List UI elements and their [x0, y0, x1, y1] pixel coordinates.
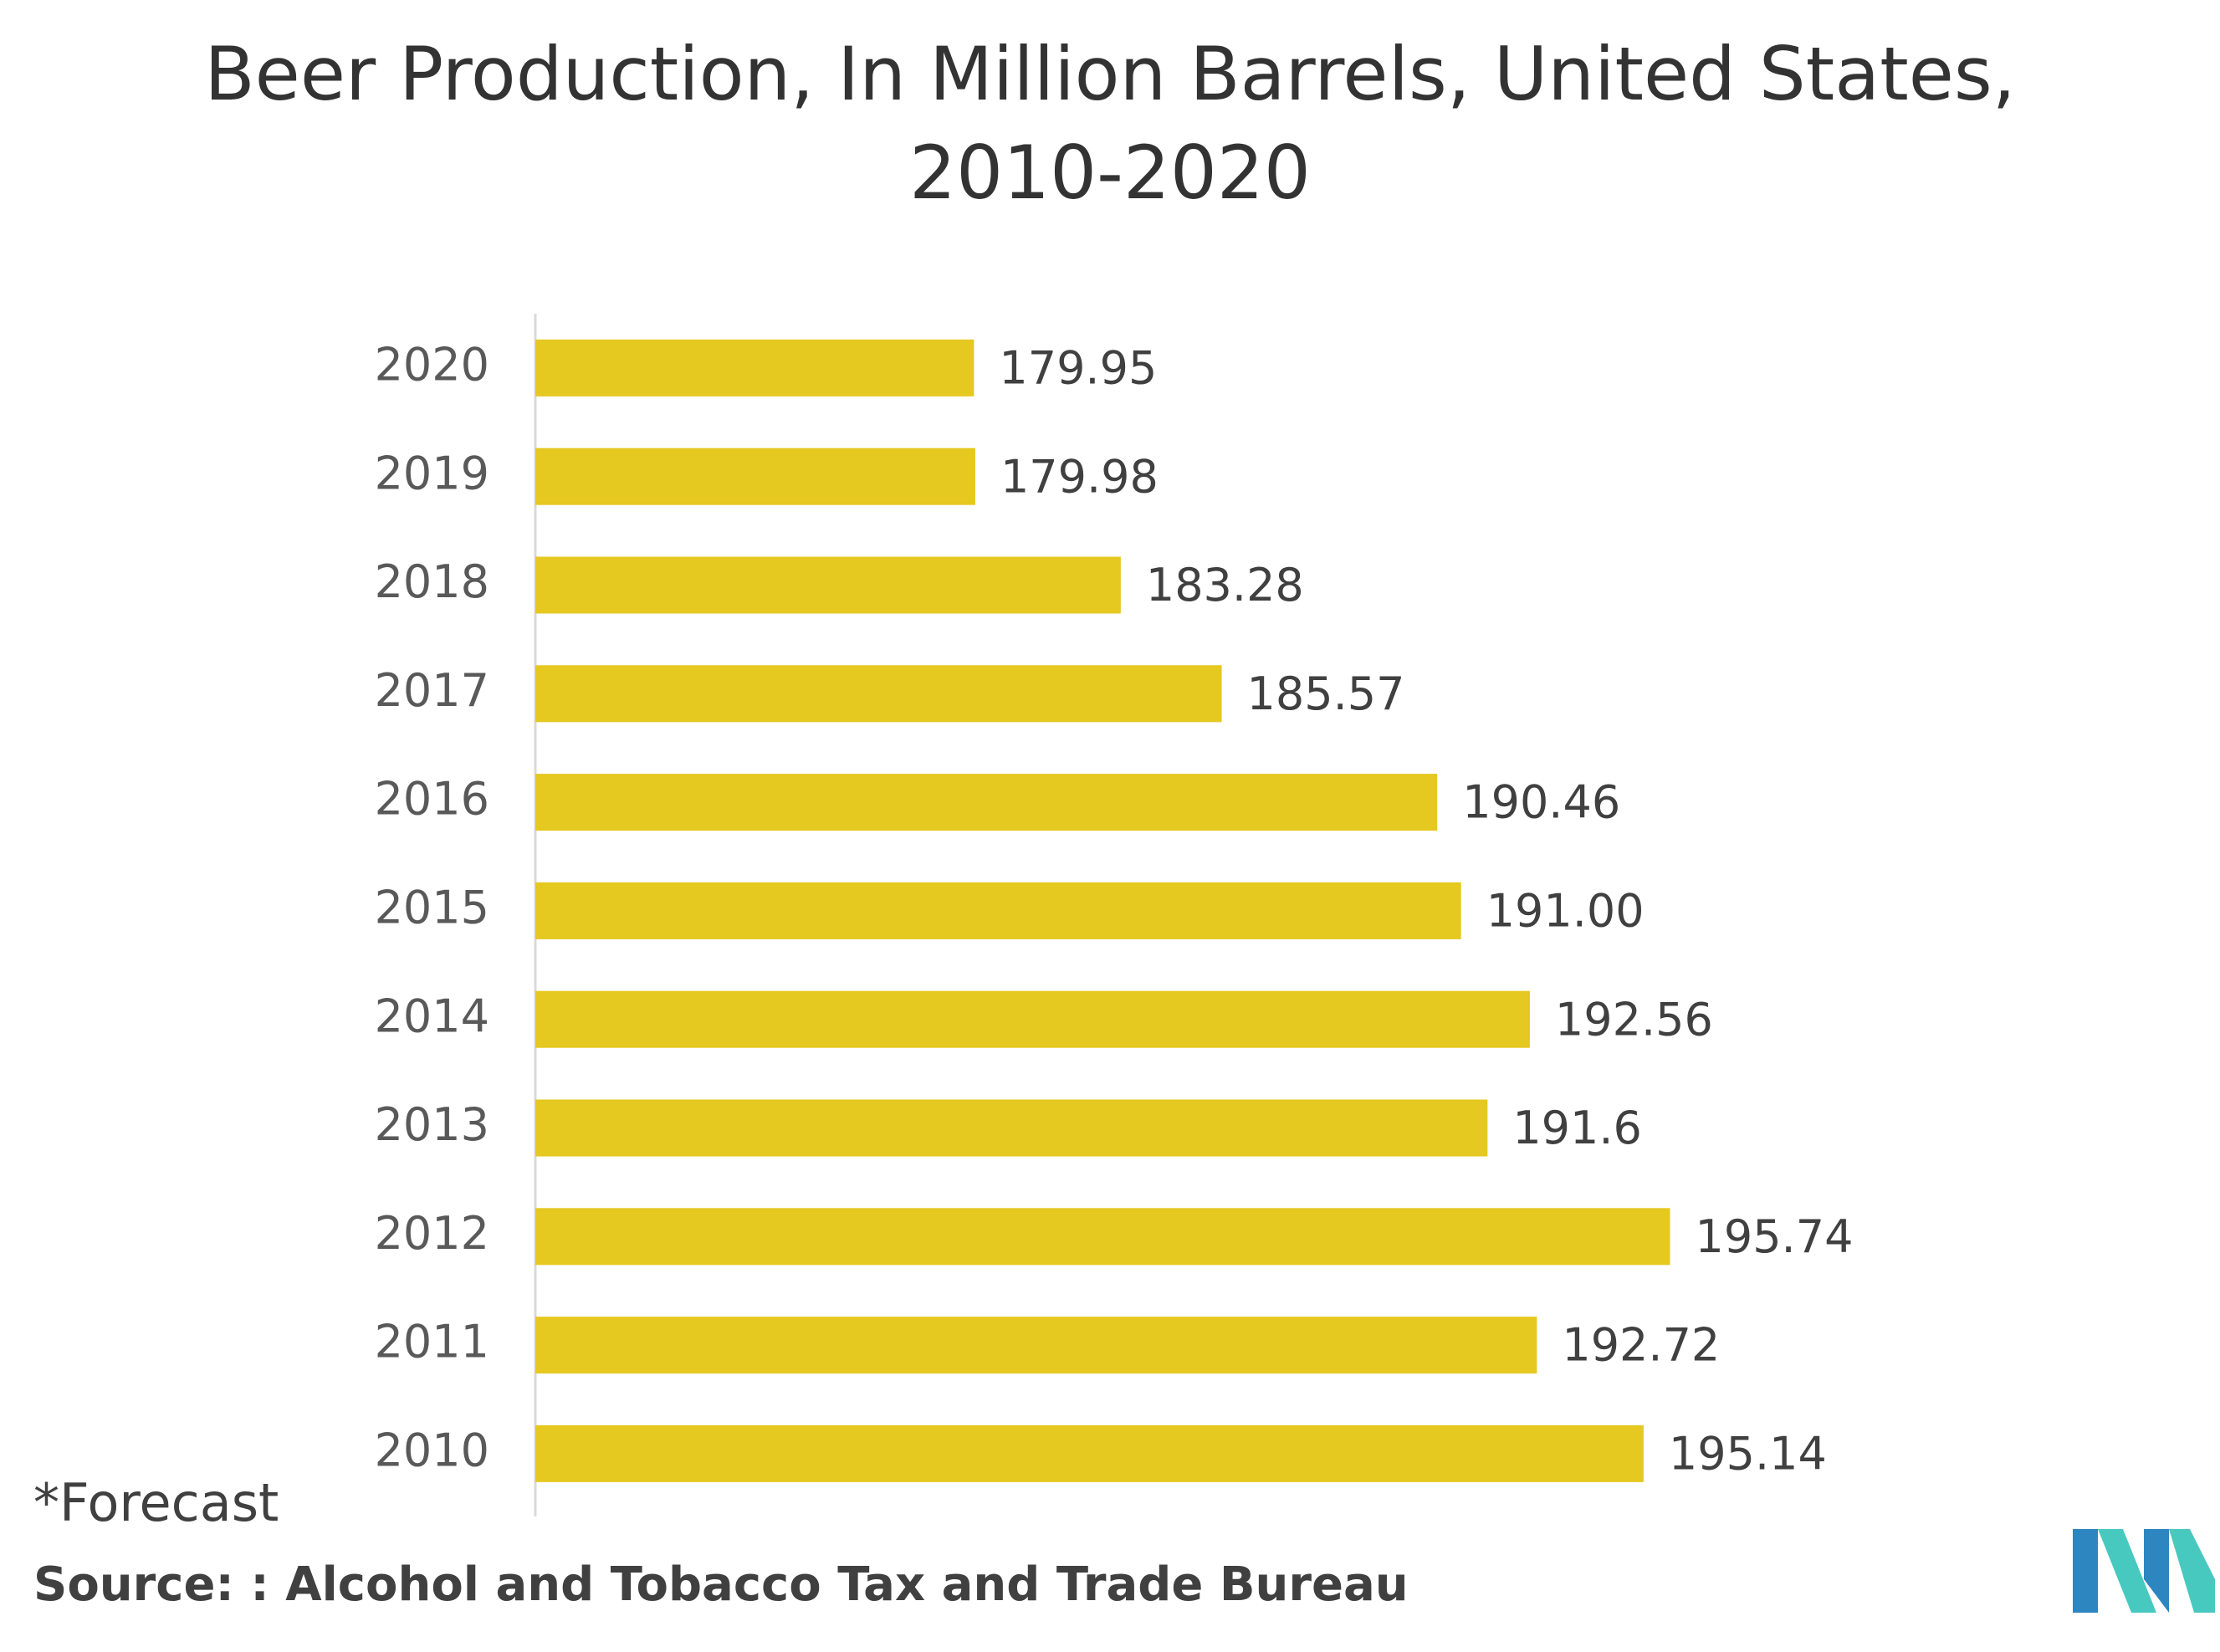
logo-shape-4 — [2169, 1529, 2215, 1613]
y-tick-label-2018: 2018 — [375, 555, 489, 608]
data-label-2014: 192.56 — [1555, 993, 1713, 1046]
data-label-2012: 195.74 — [1695, 1210, 1853, 1263]
source-note: Source: : Alcohol and Tobacco Tax and Tr… — [33, 1557, 1409, 1612]
bars — [535, 339, 1670, 1482]
data-label-2013: 191.6 — [1512, 1102, 1642, 1154]
y-tick-labels: 2020 2019 2018 2017 2016 2015 2014 2013 2012 2011… — [375, 339, 489, 1477]
mordor-intelligence-logo-icon — [2073, 1529, 2215, 1613]
chart-title: Beer Production, In Million Barrels, Uni… — [0, 25, 2220, 222]
logo-shape-2 — [2098, 1529, 2156, 1613]
y-tick-label-2011: 2011 — [375, 1316, 489, 1368]
data-label-2020: 179.95 — [999, 342, 1157, 395]
y-tick-label-2017: 2017 — [375, 664, 489, 717]
bar-2012 — [535, 1208, 1670, 1266]
forecast-footnote: *Forecast — [33, 1472, 279, 1533]
bar-2011 — [535, 1317, 1537, 1374]
data-labels: 179.95 179.98 183.28 185.57 190.46 191.00 192.… — [999, 342, 1853, 1481]
y-tick-label-2020: 2020 — [375, 339, 489, 391]
data-label-2018: 183.28 — [1146, 559, 1304, 611]
data-label-2019: 179.98 — [1000, 450, 1159, 503]
logo-shape-1 — [2073, 1529, 2098, 1613]
logo-shape-3 — [2144, 1529, 2169, 1613]
bar-2016 — [535, 774, 1438, 831]
bar-2014 — [535, 990, 1530, 1048]
chart-title-line-2: 2010-2020 — [909, 130, 1311, 216]
data-label-2010: 195.14 — [1669, 1428, 1827, 1481]
data-label-2016: 190.46 — [1462, 776, 1620, 829]
bar-2018 — [535, 556, 1121, 614]
bar-2010 — [535, 1424, 1644, 1482]
bar-2017 — [535, 665, 1222, 723]
y-tick-label-2010: 2010 — [375, 1424, 489, 1477]
chart-title-line-1: Beer Production, In Million Barrels, Uni… — [204, 31, 2016, 117]
y-tick-label-2013: 2013 — [375, 1098, 489, 1151]
data-label-2015: 191.00 — [1486, 885, 1645, 938]
y-tick-label-2014: 2014 — [375, 990, 489, 1042]
bar-2013 — [535, 1099, 1488, 1157]
data-label-2017: 185.57 — [1247, 667, 1405, 720]
bar-2020 — [535, 339, 974, 396]
data-label-2011: 192.72 — [1562, 1319, 1720, 1372]
y-tick-label-2019: 2019 — [375, 447, 489, 499]
y-tick-label-2016: 2016 — [375, 773, 489, 826]
y-tick-label-2012: 2012 — [375, 1207, 489, 1260]
y-tick-label-2015: 2015 — [375, 882, 489, 934]
bar-2019 — [535, 448, 975, 505]
bar-2015 — [535, 882, 1461, 939]
